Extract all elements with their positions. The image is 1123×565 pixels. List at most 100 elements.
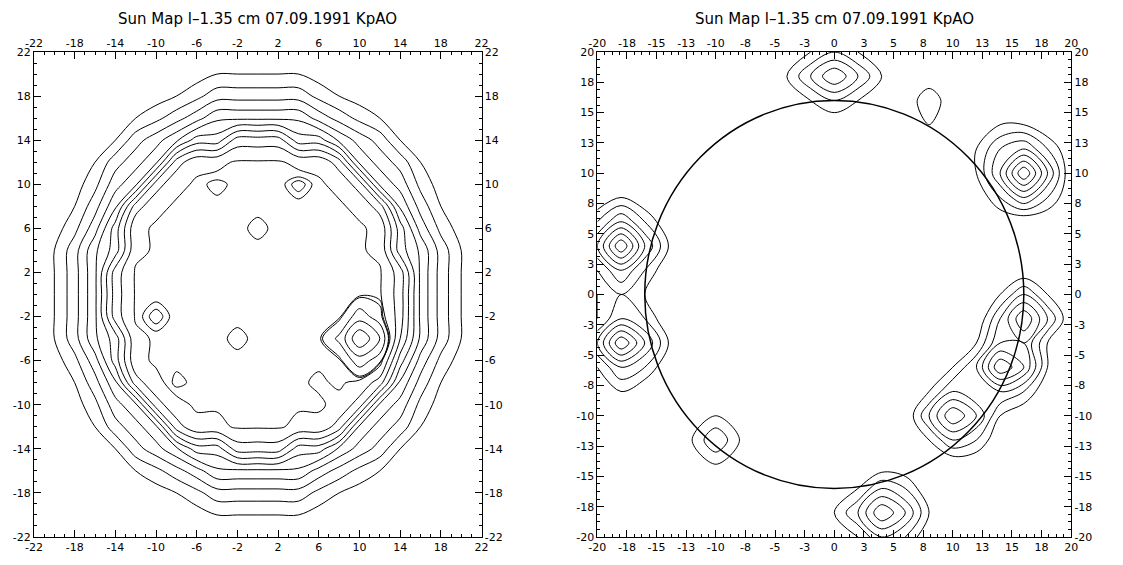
- svg-text:20: 20: [1064, 37, 1078, 50]
- svg-text:-13: -13: [677, 37, 695, 50]
- svg-text:-22: -22: [25, 37, 43, 50]
- svg-text:10: 10: [946, 541, 960, 554]
- svg-text:18: 18: [1035, 541, 1049, 554]
- svg-text:-3: -3: [583, 319, 594, 332]
- svg-text:18: 18: [1074, 76, 1088, 89]
- svg-text:18: 18: [17, 90, 31, 103]
- svg-text:-10: -10: [707, 541, 725, 554]
- svg-text:-22: -22: [485, 531, 503, 544]
- svg-text:-20: -20: [588, 37, 606, 50]
- svg-text:-15: -15: [1074, 470, 1092, 483]
- svg-text:-15: -15: [648, 37, 666, 50]
- svg-text:14: 14: [485, 134, 499, 147]
- svg-text:18: 18: [485, 90, 499, 103]
- svg-text:-18: -18: [485, 487, 503, 500]
- svg-text:15: 15: [580, 106, 594, 119]
- svg-text:15: 15: [1074, 106, 1088, 119]
- svg-text:-8: -8: [583, 379, 594, 392]
- svg-text:-20: -20: [576, 531, 594, 544]
- svg-text:-15: -15: [648, 541, 666, 554]
- svg-text:22: 22: [475, 541, 489, 554]
- svg-text:-20: -20: [1074, 531, 1092, 544]
- svg-text:0: 0: [831, 37, 838, 50]
- svg-text:10: 10: [352, 541, 366, 554]
- svg-text:6: 6: [485, 222, 492, 235]
- svg-text:20: 20: [1064, 541, 1078, 554]
- svg-text:2: 2: [24, 266, 31, 279]
- svg-text:-22: -22: [13, 531, 31, 544]
- svg-text:13: 13: [580, 137, 594, 150]
- svg-text:-13: -13: [576, 440, 594, 453]
- svg-text:22: 22: [17, 46, 31, 59]
- svg-text:5: 5: [890, 37, 897, 50]
- svg-text:-2: -2: [232, 37, 243, 50]
- svg-text:-2: -2: [485, 310, 496, 323]
- svg-text:-10: -10: [485, 399, 503, 412]
- svg-text:8: 8: [587, 197, 594, 210]
- svg-text:-2: -2: [232, 541, 243, 554]
- svg-text:6: 6: [315, 541, 322, 554]
- svg-text:-5: -5: [1074, 349, 1085, 362]
- svg-text:22: 22: [485, 46, 499, 59]
- svg-text:-5: -5: [770, 37, 781, 50]
- svg-text:-3: -3: [799, 541, 810, 554]
- svg-text:3: 3: [1074, 258, 1081, 271]
- svg-text:-5: -5: [583, 349, 594, 362]
- svg-text:-8: -8: [740, 541, 751, 554]
- svg-text:0: 0: [831, 541, 838, 554]
- svg-text:-6: -6: [191, 541, 202, 554]
- svg-text:-8: -8: [740, 37, 751, 50]
- svg-text:-14: -14: [485, 443, 503, 456]
- svg-text:-10: -10: [13, 399, 31, 412]
- svg-text:-3: -3: [799, 37, 810, 50]
- svg-text:-2: -2: [20, 310, 31, 323]
- svg-text:22: 22: [475, 37, 489, 50]
- svg-text:18: 18: [434, 541, 448, 554]
- svg-text:5: 5: [1074, 228, 1081, 241]
- svg-text:10: 10: [352, 37, 366, 50]
- svg-text:2: 2: [275, 541, 282, 554]
- svg-text:-10: -10: [147, 37, 165, 50]
- svg-text:-3: -3: [1074, 319, 1085, 332]
- svg-text:6: 6: [315, 37, 322, 50]
- svg-text:-6: -6: [485, 354, 496, 367]
- svg-text:-18: -18: [66, 37, 84, 50]
- svg-text:20: 20: [580, 46, 594, 59]
- svg-text:-18: -18: [13, 487, 31, 500]
- svg-text:-10: -10: [147, 541, 165, 554]
- svg-text:-10: -10: [1074, 410, 1092, 423]
- svg-text:2: 2: [275, 37, 282, 50]
- svg-text:18: 18: [434, 37, 448, 50]
- svg-text:-5: -5: [770, 541, 781, 554]
- svg-text:-10: -10: [707, 37, 725, 50]
- svg-text:14: 14: [393, 541, 407, 554]
- svg-text:13: 13: [975, 541, 989, 554]
- svg-text:3: 3: [587, 258, 594, 271]
- svg-text:14: 14: [393, 37, 407, 50]
- svg-text:-18: -18: [1074, 501, 1092, 514]
- svg-text:-13: -13: [677, 541, 695, 554]
- svg-text:-14: -14: [13, 443, 31, 456]
- svg-text:6: 6: [24, 222, 31, 235]
- svg-text:13: 13: [975, 37, 989, 50]
- svg-text:2: 2: [485, 266, 492, 279]
- svg-text:Sun Map l–1.35 cm 07.09.1991 K: Sun Map l–1.35 cm 07.09.1991 KpAO: [118, 10, 397, 28]
- svg-text:-22: -22: [25, 541, 43, 554]
- svg-text:-8: -8: [1074, 379, 1085, 392]
- svg-text:13: 13: [1074, 137, 1088, 150]
- svg-text:8: 8: [920, 37, 927, 50]
- svg-text:-14: -14: [106, 37, 124, 50]
- svg-text:10: 10: [580, 167, 594, 180]
- svg-text:18: 18: [580, 76, 594, 89]
- svg-text:15: 15: [1005, 37, 1019, 50]
- svg-text:-15: -15: [576, 470, 594, 483]
- svg-text:-13: -13: [1074, 440, 1092, 453]
- svg-text:-10: -10: [576, 410, 594, 423]
- svg-text:5: 5: [587, 228, 594, 241]
- svg-text:5: 5: [890, 541, 897, 554]
- svg-text:10: 10: [17, 178, 31, 191]
- svg-text:0: 0: [587, 288, 594, 301]
- svg-text:3: 3: [860, 541, 867, 554]
- svg-text:10: 10: [946, 37, 960, 50]
- svg-text:-18: -18: [618, 541, 636, 554]
